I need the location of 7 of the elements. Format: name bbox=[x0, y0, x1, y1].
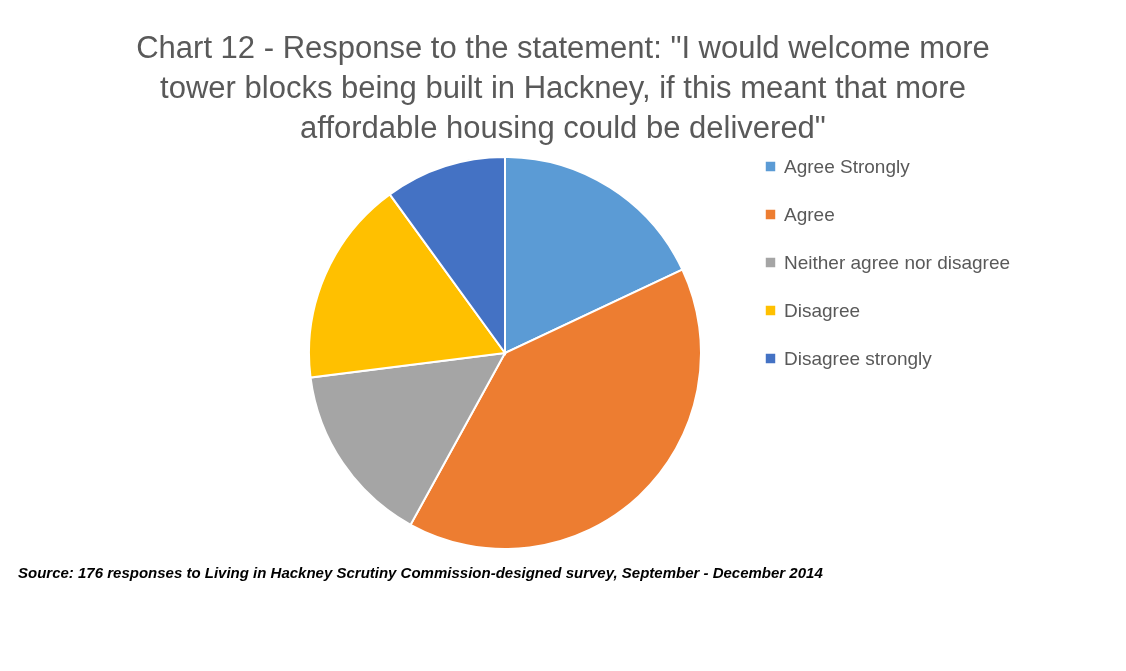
legend-label: Disagree bbox=[784, 299, 861, 321]
legend-label: Disagree strongly bbox=[784, 347, 933, 369]
source-note: Source: 176 responses to Living in Hackney Scrutiny Commission-designed survey, September - December 2014 bbox=[18, 564, 824, 581]
legend-label: Neither agree nor disagree bbox=[784, 251, 1011, 273]
legend-label: Agree bbox=[784, 203, 835, 225]
legend-label: Agree Strongly bbox=[784, 155, 911, 177]
chart-title: Chart 12 - Response to the statement: "I would welcome more tower blocks being built in Hackney, if this meant that more affordable housing could be delivered" bbox=[135, 29, 991, 147]
